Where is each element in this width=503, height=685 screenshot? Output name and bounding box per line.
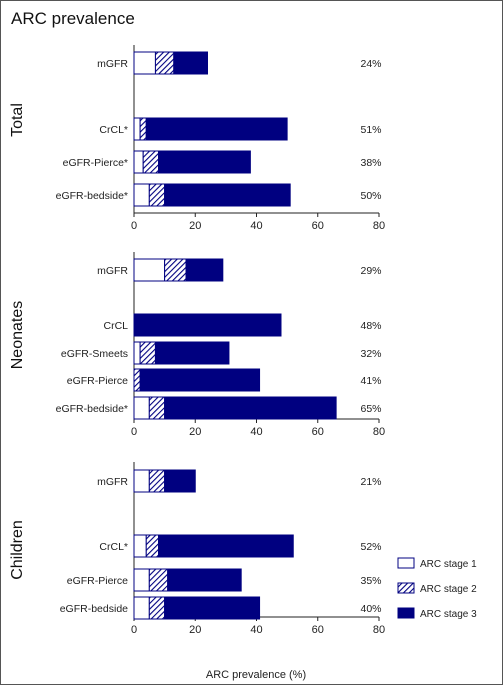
category-label: mGFR xyxy=(97,476,128,488)
bar-segment-stage-1 xyxy=(133,150,144,174)
x-tick-label: 0 xyxy=(131,426,137,438)
total-percent-label: 51% xyxy=(360,124,381,136)
bar-segment-stage-3 xyxy=(133,313,282,337)
bar-segment-stage-3 xyxy=(164,396,337,420)
category-label: eGFR-bedside* xyxy=(56,190,128,202)
bar-segment-stage-2 xyxy=(164,258,187,282)
total-percent-label: 21% xyxy=(360,476,381,488)
x-tick-label: 0 xyxy=(131,624,137,636)
legend-swatch-stage-1 xyxy=(397,557,415,569)
x-tick-label: 80 xyxy=(373,220,385,232)
bar-segment-stage-1 xyxy=(133,51,156,75)
category-label: CrCL xyxy=(103,320,128,332)
total-percent-label: 29% xyxy=(360,265,381,277)
x-tick-label: 80 xyxy=(373,426,385,438)
total-percent-label: 38% xyxy=(360,157,381,169)
bar-segment-stage-2 xyxy=(148,568,169,592)
legend-swatch-stage-2 xyxy=(397,582,415,594)
bar-segment-stage-3 xyxy=(139,368,261,392)
category-label: eGFR-bedside* xyxy=(56,403,128,415)
total-percent-label: 65% xyxy=(360,403,381,415)
category-label: eGFR-Smeets xyxy=(61,348,128,360)
total-percent-label: 24% xyxy=(360,58,381,70)
bar-segment-stage-2 xyxy=(142,150,159,174)
category-label: mGFR xyxy=(97,58,128,70)
total-percent-label: 35% xyxy=(360,575,381,587)
bar-segment-stage-3 xyxy=(164,596,261,620)
legend-swatch-stage-3 xyxy=(397,607,415,619)
bar-segment-stage-2 xyxy=(148,183,166,207)
category-label: eGFR-Pierce xyxy=(67,375,128,387)
bar-segment-stage-1 xyxy=(133,341,141,365)
bar-segment-stage-1 xyxy=(133,469,150,493)
bar-segment-stage-1 xyxy=(133,534,147,558)
bar-segment-stage-2 xyxy=(133,368,141,392)
x-tick-label: 60 xyxy=(312,220,324,232)
legend-label: ARC stage 3 xyxy=(420,609,477,620)
bar-segment-stage-3 xyxy=(158,150,251,174)
x-tick-label: 60 xyxy=(312,426,324,438)
category-label: CrCL* xyxy=(99,541,128,553)
x-tick-label: 20 xyxy=(189,624,201,636)
bar-segment-stage-3 xyxy=(154,341,230,365)
bar-segment-stage-2 xyxy=(145,534,159,558)
total-percent-label: 41% xyxy=(360,375,381,387)
total-percent-label: 48% xyxy=(360,320,381,332)
bar-segment-stage-3 xyxy=(164,183,291,207)
bar-segment-stage-3 xyxy=(167,568,242,592)
group-label-neonates: Neonates xyxy=(9,301,26,370)
total-percent-label: 52% xyxy=(360,541,381,553)
category-label: CrCL* xyxy=(99,124,128,136)
x-tick-label: 40 xyxy=(250,220,262,232)
bar-segment-stage-3 xyxy=(185,258,224,282)
bar-segment-stage-2 xyxy=(148,396,166,420)
group-label-children: Children xyxy=(9,520,26,580)
x-tick-label: 0 xyxy=(131,220,137,232)
bar-segment-stage-3 xyxy=(158,534,294,558)
x-tick-label: 40 xyxy=(250,426,262,438)
category-label: eGFR-bedside xyxy=(60,603,128,615)
total-percent-label: 40% xyxy=(360,603,381,615)
x-tick-label: 60 xyxy=(312,624,324,636)
group-label-total: Total xyxy=(9,103,26,137)
bar-segment-stage-2 xyxy=(148,469,166,493)
bar-segment-stage-2 xyxy=(139,341,156,365)
plot-layer: Total 0 20 40 60 80 mGFR 24% CrCL* 51% eGFR-Pierce… xyxy=(9,45,477,636)
bar-segment-stage-1 xyxy=(133,596,150,620)
bar-segment-stage-1 xyxy=(133,396,150,420)
total-percent-label: 50% xyxy=(360,190,381,202)
x-tick-label: 80 xyxy=(373,624,385,636)
bar-segment-stage-1 xyxy=(133,117,141,141)
category-label: mGFR xyxy=(97,265,128,277)
bar-segment-stage-3 xyxy=(145,117,288,141)
x-tick-label: 40 xyxy=(250,624,262,636)
total-percent-label: 32% xyxy=(360,348,381,360)
bar-segment-stage-1 xyxy=(133,568,150,592)
bar-segment-stage-2 xyxy=(148,596,166,620)
category-label: eGFR-Pierce* xyxy=(63,157,128,169)
bar-segment-stage-1 xyxy=(133,183,150,207)
category-label: eGFR-Pierce xyxy=(67,575,128,587)
bar-segment-stage-1 xyxy=(133,258,166,282)
bar-segment-stage-2 xyxy=(154,51,175,75)
legend-label: ARC stage 2 xyxy=(420,584,477,595)
bar-segment-stage-3 xyxy=(164,469,196,493)
x-tick-label: 20 xyxy=(189,426,201,438)
bar-segment-stage-2 xyxy=(139,117,147,141)
x-axis-title: ARC prevalence (%) xyxy=(206,669,306,681)
x-tick-label: 20 xyxy=(189,220,201,232)
page-title: ARC prevalence xyxy=(11,9,135,28)
legend-label: ARC stage 1 xyxy=(420,559,477,570)
bar-segment-stage-3 xyxy=(173,51,208,75)
